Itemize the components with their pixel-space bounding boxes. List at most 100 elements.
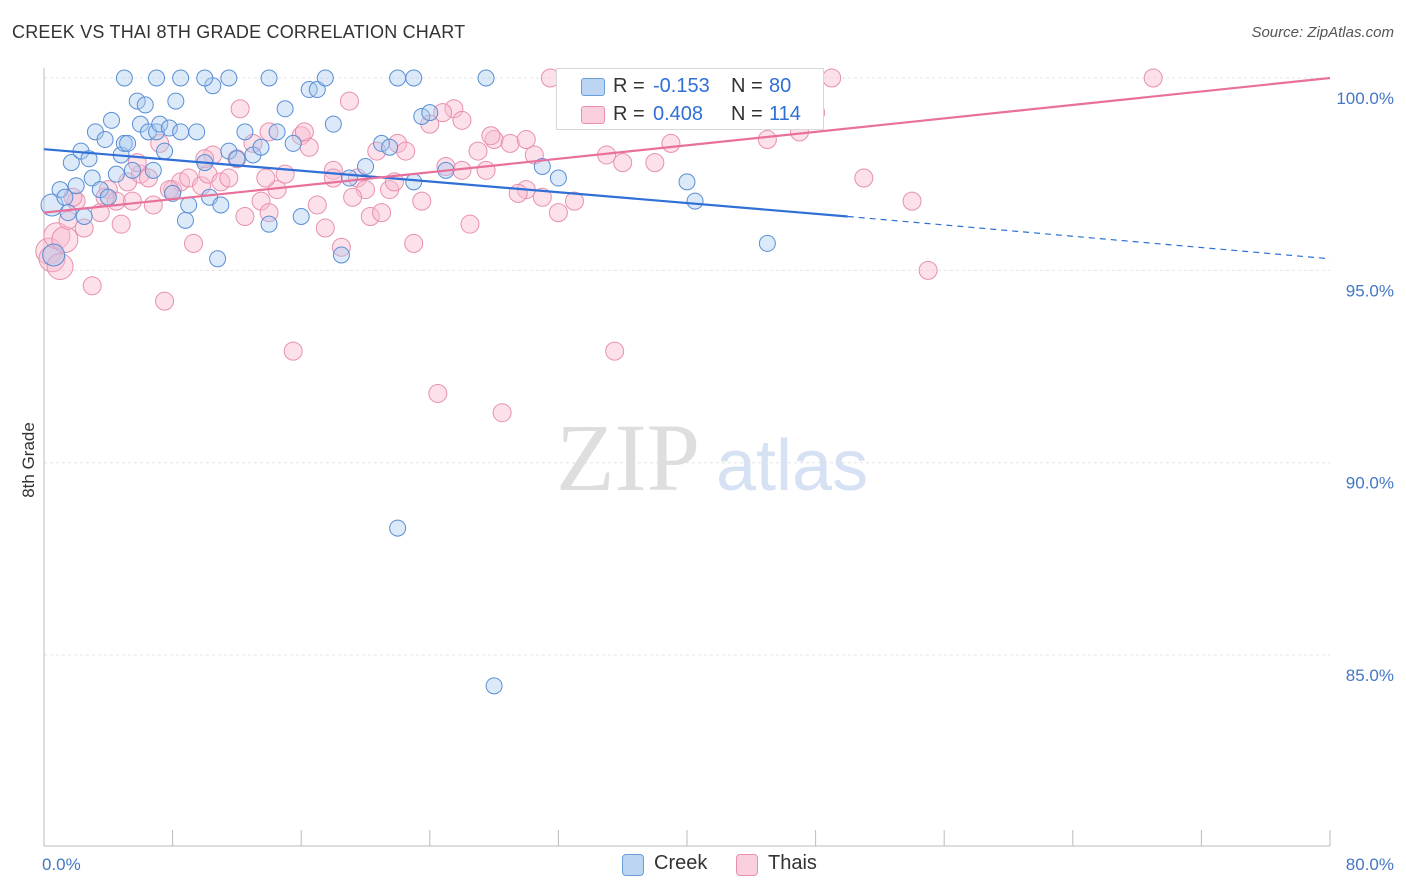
creek-point — [389, 69, 407, 87]
creek-point — [42, 243, 66, 267]
creek-point — [260, 215, 278, 233]
creek-point — [477, 69, 495, 87]
thais-point — [468, 141, 488, 161]
thais-point — [460, 214, 480, 234]
thais-point — [360, 206, 380, 226]
thais-point — [323, 168, 343, 188]
thais-r-label: R = — [613, 103, 645, 125]
watermark-atlas: atlas — [716, 426, 868, 506]
series-legend: Creek Thais — [0, 852, 1406, 878]
thais-point — [307, 195, 327, 215]
creek-point — [172, 123, 190, 141]
creek-point — [160, 119, 178, 137]
thais-swatch — [581, 106, 605, 124]
y-tick-label: 85.0% — [1346, 666, 1394, 685]
creek-point — [148, 69, 166, 87]
creek-trend-line — [43, 148, 848, 218]
creek-point — [83, 169, 101, 187]
y-tick-label: 90.0% — [1346, 474, 1394, 493]
creek-point — [533, 157, 551, 175]
y-tick-label: 100.0% — [1336, 89, 1394, 108]
creek-point — [119, 134, 137, 152]
creek-point — [62, 154, 80, 172]
thais-point — [661, 133, 681, 153]
creek-point — [260, 69, 278, 87]
thais-point — [918, 260, 938, 280]
thais-legend-swatch — [736, 854, 758, 876]
creek-point — [136, 96, 154, 114]
trend-lines — [43, 76, 1331, 260]
thais-point — [138, 168, 158, 188]
thais-point — [251, 191, 271, 211]
creek-point — [188, 123, 206, 141]
x-tick-label-min: 0.0% — [42, 855, 81, 874]
creek-point — [284, 134, 302, 152]
thais-point — [404, 233, 424, 253]
creek-point — [686, 192, 704, 210]
thais-point — [854, 168, 874, 188]
thais-r-value: 0.408 — [653, 103, 704, 125]
creek-point — [176, 211, 194, 229]
thais-point — [150, 133, 170, 153]
creek-point — [421, 104, 439, 122]
creek-point — [107, 165, 125, 183]
thais-point — [388, 133, 408, 153]
thais-point — [613, 153, 633, 173]
creek-point — [389, 519, 407, 537]
creek-swatch — [581, 78, 605, 96]
creek-point — [678, 173, 696, 191]
creek-trend-extension — [847, 215, 1331, 260]
creek-point — [212, 196, 230, 214]
thais-point — [428, 383, 448, 403]
creek-point — [115, 69, 133, 87]
thais-point — [645, 153, 665, 173]
thais-point — [51, 226, 79, 254]
creek-point — [405, 173, 423, 191]
creek-point — [59, 204, 77, 222]
thais-point — [452, 110, 472, 130]
creek-point — [340, 169, 358, 187]
y-axis-label: 8th Grade — [19, 422, 38, 498]
y-tick-label: 95.0% — [1346, 281, 1394, 300]
thais-point — [230, 99, 250, 119]
thais-point — [339, 91, 359, 111]
thais-legend-label[interactable]: Thais — [768, 852, 817, 874]
creek-point — [67, 177, 85, 195]
creek-point — [209, 250, 227, 268]
creek-point — [164, 184, 182, 202]
creek-legend-swatch — [622, 854, 644, 876]
thais-point — [412, 191, 432, 211]
creek-point — [485, 677, 503, 695]
source-label[interactable]: Source: ZipAtlas.com — [1251, 24, 1394, 41]
creek-point — [413, 107, 431, 125]
creek-point — [268, 123, 286, 141]
creek-point — [381, 138, 399, 156]
thais-point — [605, 341, 625, 361]
creek-point — [180, 196, 198, 214]
creek-legend-label[interactable]: Creek — [654, 852, 708, 874]
thais-point — [822, 68, 842, 88]
creek-point — [123, 161, 141, 179]
creek-r-label: R = — [613, 75, 645, 97]
creek-point — [103, 111, 121, 129]
thais-point — [294, 122, 314, 142]
legend-row-creek: R = -0.153 N = 80 — [557, 72, 823, 100]
creek-point — [324, 115, 342, 133]
creek-point — [80, 150, 98, 168]
watermark-zip: ZIP — [556, 404, 700, 511]
creek-point — [332, 246, 350, 264]
creek-point — [220, 69, 238, 87]
watermark: ZIP atlas — [556, 404, 868, 511]
creek-point — [167, 92, 185, 110]
thais-point — [35, 237, 63, 265]
thais-point — [564, 191, 584, 211]
creek-point — [276, 100, 294, 118]
thais-point — [481, 126, 501, 146]
creek-point — [228, 150, 246, 168]
creek-point — [252, 138, 270, 156]
creek-point — [75, 207, 93, 225]
thais-point — [757, 130, 777, 150]
creek-points — [40, 69, 776, 695]
x-tick-label-max: 80.0% — [1346, 855, 1394, 874]
